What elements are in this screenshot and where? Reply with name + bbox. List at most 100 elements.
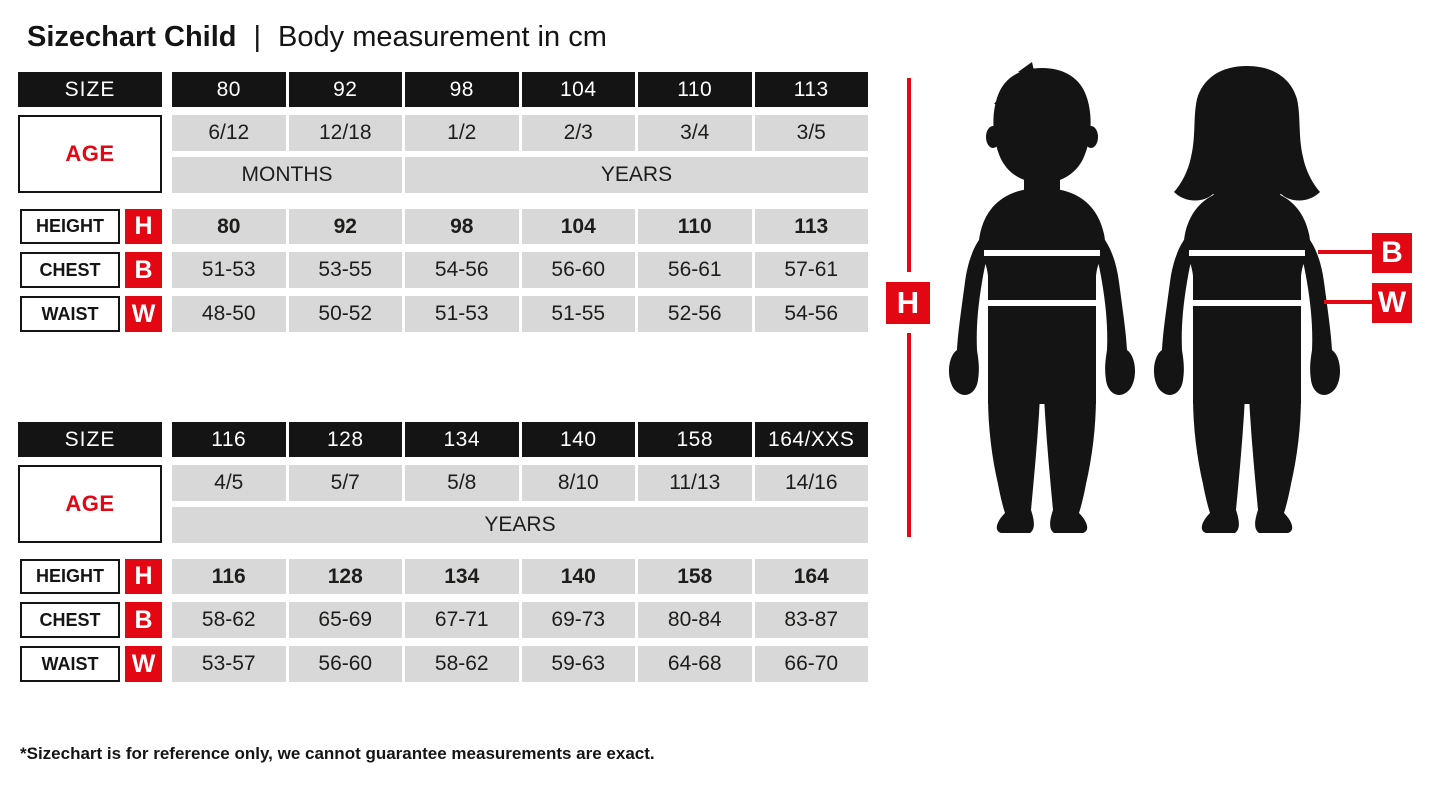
waist-row: 48-50 50-52 51-53 51-55 52-56 54-56 [172,296,868,332]
chest-label: CHEST [20,602,120,638]
waist-letter-badge: W [125,646,162,682]
chest-row-label: CHEST B [18,252,180,288]
chest-letter-badge: B [125,252,162,288]
chest-label: CHEST [20,252,120,288]
waist-cell: 56-60 [288,646,402,682]
age-unit-row: MONTHS YEARS [172,157,868,193]
age-cell: 6/12 [172,115,286,151]
waist-measure-line [1324,300,1372,304]
height-cell: 164 [754,559,868,594]
disclaimer-footnote: *Sizechart is for reference only, we can… [20,744,655,763]
boy-silhouette [948,62,1136,533]
age-unit-row: YEARS [172,507,868,543]
age-cell: 5/7 [288,465,402,501]
age-cell: 2/3 [521,115,635,151]
height-cell: 134 [405,559,519,594]
height-cell: 92 [288,209,402,244]
age-cell: 8/10 [521,465,635,501]
chest-cell: 56-61 [638,252,752,288]
chest-row-label: CHEST B [18,602,180,638]
size-header-row: 116 128 134 140 158 164/XXS [172,422,868,457]
age-row: 4/5 5/7 5/8 8/10 11/13 14/16 [172,465,868,501]
size-label: SIZE [18,72,162,107]
height-row: 80 92 98 104 110 113 [172,209,868,244]
height-row: 116 128 134 140 158 164 [172,559,868,594]
age-cell: 12/18 [288,115,402,151]
size-cell: 140 [521,422,635,457]
age-unit-cell: MONTHS [172,157,402,193]
height-label: HEIGHT [20,559,120,594]
chest-cell: 51-53 [172,252,286,288]
height-cell: 110 [638,209,752,244]
chest-cell: 54-56 [405,252,519,288]
size-cell: 116 [172,422,286,457]
height-cell: 140 [521,559,635,594]
chest-cell: 57-61 [754,252,868,288]
age-cell: 3/5 [754,115,868,151]
waist-cell: 58-62 [405,646,519,682]
waist-cell: 48-50 [172,296,286,332]
height-cell: 128 [288,559,402,594]
chest-cell: 58-62 [172,602,286,638]
age-cell: 3/4 [638,115,752,151]
title-main: Sizechart Child [27,21,237,53]
size-cell: 134 [405,422,519,457]
waist-cell: 52-56 [638,296,752,332]
chest-cell: 67-71 [405,602,519,638]
chest-row: 51-53 53-55 54-56 56-60 56-61 57-61 [172,252,868,288]
size-cell: 113 [754,72,868,107]
title-separator: | [253,21,262,53]
chest-cell: 69-73 [521,602,635,638]
age-cell: 11/13 [638,465,752,501]
chest-cell: 83-87 [754,602,868,638]
waist-cell: 59-63 [521,646,635,682]
waist-letter-badge: W [125,296,162,332]
waist-label: WAIST [20,296,120,332]
size-cell: 128 [288,422,402,457]
size-cell: 110 [638,72,752,107]
size-cell: 80 [172,72,286,107]
size-cell: 104 [521,72,635,107]
age-cell: 1/2 [405,115,519,151]
age-cell: 4/5 [172,465,286,501]
chest-cell: 53-55 [288,252,402,288]
height-cell: 104 [521,209,635,244]
height-cell: 113 [754,209,868,244]
height-row-label: HEIGHT H [18,209,180,244]
chest-cell: 56-60 [521,252,635,288]
girl-silhouette [1153,66,1340,533]
children-silhouettes-illustration [948,62,1340,533]
chest-measure-line [1318,250,1372,254]
waist-cell: 66-70 [754,646,868,682]
height-measure-badge: H [886,282,930,324]
chest-measure-badge: B [1372,233,1412,273]
chest-letter-badge: B [125,602,162,638]
size-label: SIZE [18,422,162,457]
waist-measure-badge: W [1372,283,1412,323]
waist-cell: 51-55 [521,296,635,332]
waist-cell: 64-68 [638,646,752,682]
height-cell: 116 [172,559,286,594]
chest-cell: 80-84 [638,602,752,638]
sizechart-table-small: SIZE AGE HEIGHT H CHEST B WAIST W 80 92 98… [18,72,868,332]
page-title: Sizechart Child | Body measurement in cm [27,20,607,54]
height-cell: 80 [172,209,286,244]
height-letter-badge: H [125,559,162,594]
age-cell: 5/8 [405,465,519,501]
height-cell: 98 [405,209,519,244]
age-cell: 14/16 [754,465,868,501]
waist-row-label: WAIST W [18,296,180,332]
size-cell: 164/XXS [754,422,868,457]
size-cell: 158 [638,422,752,457]
age-unit-cell: YEARS [172,507,868,543]
chest-cell: 65-69 [288,602,402,638]
waist-row: 53-57 56-60 58-62 59-63 64-68 66-70 [172,646,868,682]
title-subtitle: Body measurement in cm [278,21,607,53]
height-measure-line-top [907,78,911,272]
size-cell: 92 [288,72,402,107]
height-measure-line-bottom [907,333,911,537]
size-cell: 98 [405,72,519,107]
height-label: HEIGHT [20,209,120,244]
age-row: 6/12 12/18 1/2 2/3 3/4 3/5 [172,115,868,151]
